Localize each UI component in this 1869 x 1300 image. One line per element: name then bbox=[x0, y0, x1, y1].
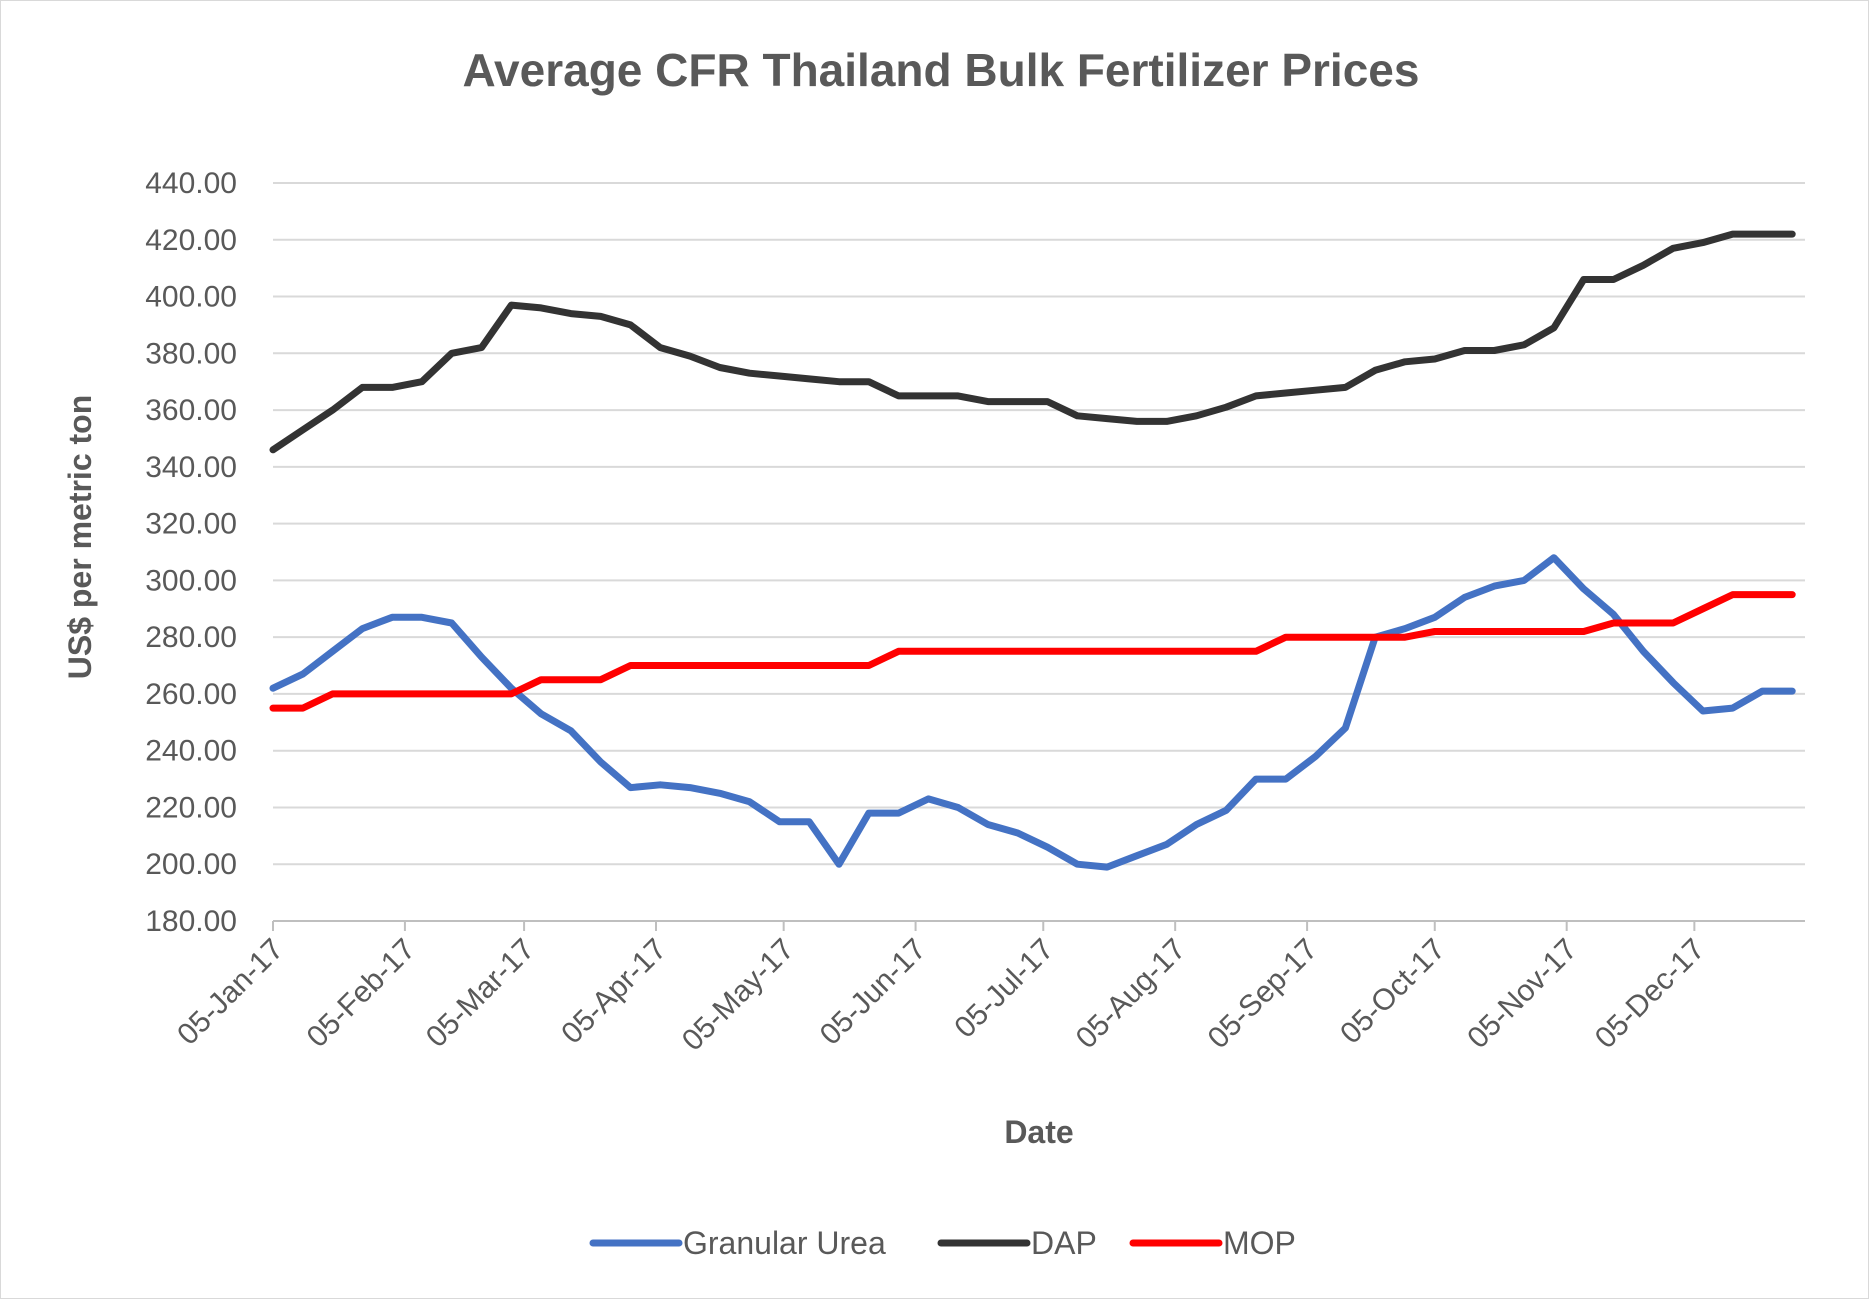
y-axis-title: US$ per metric ton bbox=[62, 395, 98, 680]
series-lines bbox=[269, 230, 1796, 871]
y-tick-label: 240.00 bbox=[145, 735, 237, 768]
x-tick-label: 05-Jul-17 bbox=[948, 933, 1060, 1045]
y-tick-label: 300.00 bbox=[145, 564, 237, 597]
y-tick-label: 220.00 bbox=[145, 791, 237, 824]
y-tick-label: 180.00 bbox=[145, 905, 237, 938]
y-tick-label: 200.00 bbox=[145, 848, 237, 881]
y-tick-label: 400.00 bbox=[145, 281, 237, 314]
y-tick-label: 280.00 bbox=[145, 621, 237, 654]
x-tick-label: 05-Apr-17 bbox=[555, 933, 673, 1051]
x-tick-label: 05-Sep-17 bbox=[1202, 933, 1324, 1055]
gridlines bbox=[273, 182, 1805, 866]
y-tick-label: 340.00 bbox=[145, 451, 237, 484]
y-tick-label: 440.00 bbox=[145, 167, 237, 200]
y-tick-label: 260.00 bbox=[145, 678, 237, 711]
x-tick-label: 05-Jun-17 bbox=[814, 933, 933, 1052]
x-tick-label: 05-Feb-17 bbox=[301, 933, 422, 1054]
legend-label-granular-urea: Granular Urea bbox=[683, 1225, 886, 1261]
x-tick-label: 05-Aug-17 bbox=[1070, 933, 1192, 1055]
series-line-dap bbox=[269, 230, 1796, 454]
legend-label-mop: MOP bbox=[1223, 1225, 1296, 1261]
series-line-mop bbox=[269, 591, 1796, 712]
x-axis-title: Date bbox=[1004, 1114, 1073, 1150]
x-tick-label: 05-Jan-17 bbox=[171, 933, 290, 1052]
x-tick-label: 05-Dec-17 bbox=[1589, 933, 1711, 1055]
x-tick-label: 05-May-17 bbox=[676, 933, 801, 1058]
y-axis-ticks: 180.00 200.00 220.00 240.00 260.00 280.00 300.… bbox=[145, 167, 237, 938]
chart-title: Average CFR Thailand Bulk Fertilizer Pri… bbox=[463, 44, 1420, 96]
legend: Granular Urea DAP MOP bbox=[589, 1225, 1296, 1261]
y-tick-label: 320.00 bbox=[145, 508, 237, 541]
x-tick-label: 05-Mar-17 bbox=[420, 933, 541, 1054]
x-tick-label: 05-Nov-17 bbox=[1461, 933, 1583, 1055]
y-tick-label: 420.00 bbox=[145, 224, 237, 257]
y-tick-label: 360.00 bbox=[145, 394, 237, 427]
legend-label-dap: DAP bbox=[1031, 1225, 1097, 1261]
y-tick-label: 380.00 bbox=[145, 337, 237, 370]
series-line-granular-urea bbox=[269, 554, 1796, 871]
x-tick-label: 05-Oct-17 bbox=[1334, 933, 1452, 1051]
